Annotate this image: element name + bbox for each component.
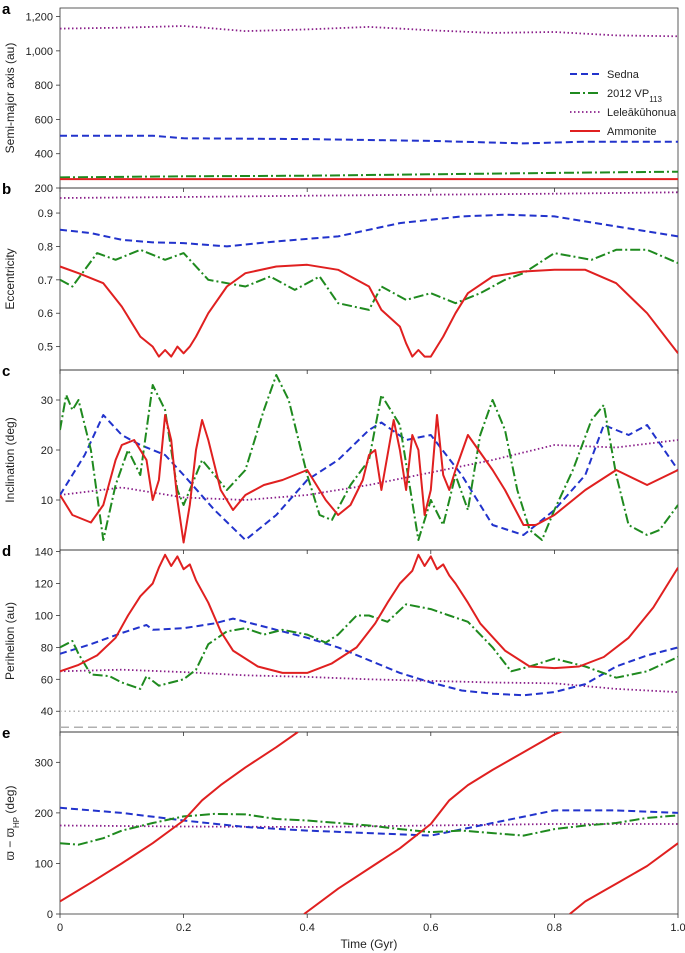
y-tick-label: 0.8 bbox=[38, 241, 53, 253]
axes-frame bbox=[59, 187, 679, 371]
y-tick-label: 40 bbox=[41, 706, 53, 718]
panel-label: b bbox=[2, 181, 11, 198]
y-tick-label: 30 bbox=[41, 395, 53, 407]
panel-c: 10 20 30 Inclination (deg) c bbox=[2, 363, 679, 554]
axes-frame bbox=[59, 549, 679, 733]
x-tick-label: 0 bbox=[57, 922, 63, 934]
x-tick-label: 1.0 bbox=[670, 922, 685, 934]
series-sedna bbox=[60, 213, 678, 248]
x-axis-label: Time (Gyr) bbox=[341, 937, 398, 951]
y-tick-label: 20 bbox=[41, 445, 53, 457]
series-ammonite bbox=[60, 263, 678, 358]
y-axis-label: Eccentricity bbox=[3, 248, 17, 309]
y-tick-label: 0.9 bbox=[38, 208, 53, 220]
x-tick-label: 0.8 bbox=[547, 922, 562, 934]
x-tick-label: 0.6 bbox=[423, 922, 438, 934]
panel-e: 0 100 200 300 ϖ − ϖHP (deg) e 0 0.2 0.4 0.6 0.8 1.0 bbox=[2, 725, 685, 934]
series-sedna bbox=[60, 134, 678, 145]
series-2012-vp113 bbox=[60, 248, 678, 311]
series-lele-k-honua bbox=[60, 668, 678, 693]
series-ammonite bbox=[60, 732, 299, 903]
series-sedna bbox=[60, 617, 678, 697]
y-tick-label: 60 bbox=[41, 674, 53, 686]
series-sedna bbox=[60, 414, 678, 541]
series-ammonite bbox=[60, 553, 678, 674]
series-lele-k-honua bbox=[60, 25, 678, 38]
y-tick-label: 0.5 bbox=[38, 342, 53, 354]
series-sedna bbox=[60, 806, 678, 837]
y-axis-label: ϖ − ϖHP (deg) bbox=[3, 786, 21, 861]
series-ammonite bbox=[60, 414, 678, 544]
y-tick-label: 100 bbox=[35, 858, 53, 870]
axes-frame bbox=[59, 7, 679, 189]
y-axis-label: Semi-major axis (au) bbox=[3, 43, 17, 154]
series-2012-vp113 bbox=[60, 603, 678, 690]
legend: Sedna 2012 VP113 Leleākūhonua Ammonite bbox=[570, 69, 677, 138]
y-tick-label: 600 bbox=[35, 114, 53, 126]
y-tick-label: 1,200 bbox=[25, 12, 53, 24]
panel-label: d bbox=[2, 543, 11, 560]
legend-label: 2012 VP113 bbox=[607, 88, 663, 104]
legend-label: Sedna bbox=[607, 69, 640, 81]
panel-label: e bbox=[2, 725, 10, 742]
axes-frame bbox=[59, 731, 679, 915]
y-tick-label: 0.7 bbox=[38, 275, 53, 287]
y-tick-label: 200 bbox=[35, 183, 53, 195]
series-ammonite bbox=[569, 842, 678, 914]
y-tick-label: 400 bbox=[35, 149, 53, 161]
y-tick-label: 300 bbox=[35, 757, 53, 769]
panel-label: a bbox=[2, 1, 11, 18]
series-2012-vp113 bbox=[60, 170, 678, 179]
x-tick-label: 0.2 bbox=[176, 922, 191, 934]
series-2012-vp113 bbox=[60, 374, 678, 541]
series-2012-vp113 bbox=[60, 812, 678, 846]
panel-a: 200 400 600 800 1,000 1,200 Semi-major axis (a… bbox=[2, 1, 679, 195]
y-tick-label: 100 bbox=[35, 610, 53, 622]
x-tick-label: 0.4 bbox=[300, 922, 315, 934]
axes-frame bbox=[59, 369, 679, 551]
y-tick-label: 10 bbox=[41, 495, 53, 507]
y-tick-label: 0.6 bbox=[38, 308, 53, 320]
y-tick-label: 80 bbox=[41, 642, 53, 654]
series-lele-k-honua bbox=[60, 191, 678, 199]
panel-d: 40 60 80 100 120 140 Perihelion (au) d bbox=[2, 543, 679, 736]
y-axis-label: Inclination (deg) bbox=[3, 417, 17, 502]
y-axis-label: Perihelion (au) bbox=[3, 602, 17, 680]
series-ammonite bbox=[303, 732, 564, 914]
y-tick-label: 120 bbox=[35, 579, 53, 591]
y-tick-label: 0 bbox=[47, 909, 53, 921]
y-tick-label: 200 bbox=[35, 808, 53, 820]
panel-label: c bbox=[2, 363, 10, 380]
y-tick-label: 800 bbox=[35, 80, 53, 92]
y-tick-label: 140 bbox=[35, 547, 53, 559]
legend-label: Ammonite bbox=[607, 126, 657, 138]
y-tick-label: 1,000 bbox=[25, 46, 53, 58]
legend-label: Leleākūhonua bbox=[607, 107, 677, 119]
panel-b: 0.5 0.6 0.7 0.8 0.9 Eccentricity b bbox=[2, 181, 679, 374]
